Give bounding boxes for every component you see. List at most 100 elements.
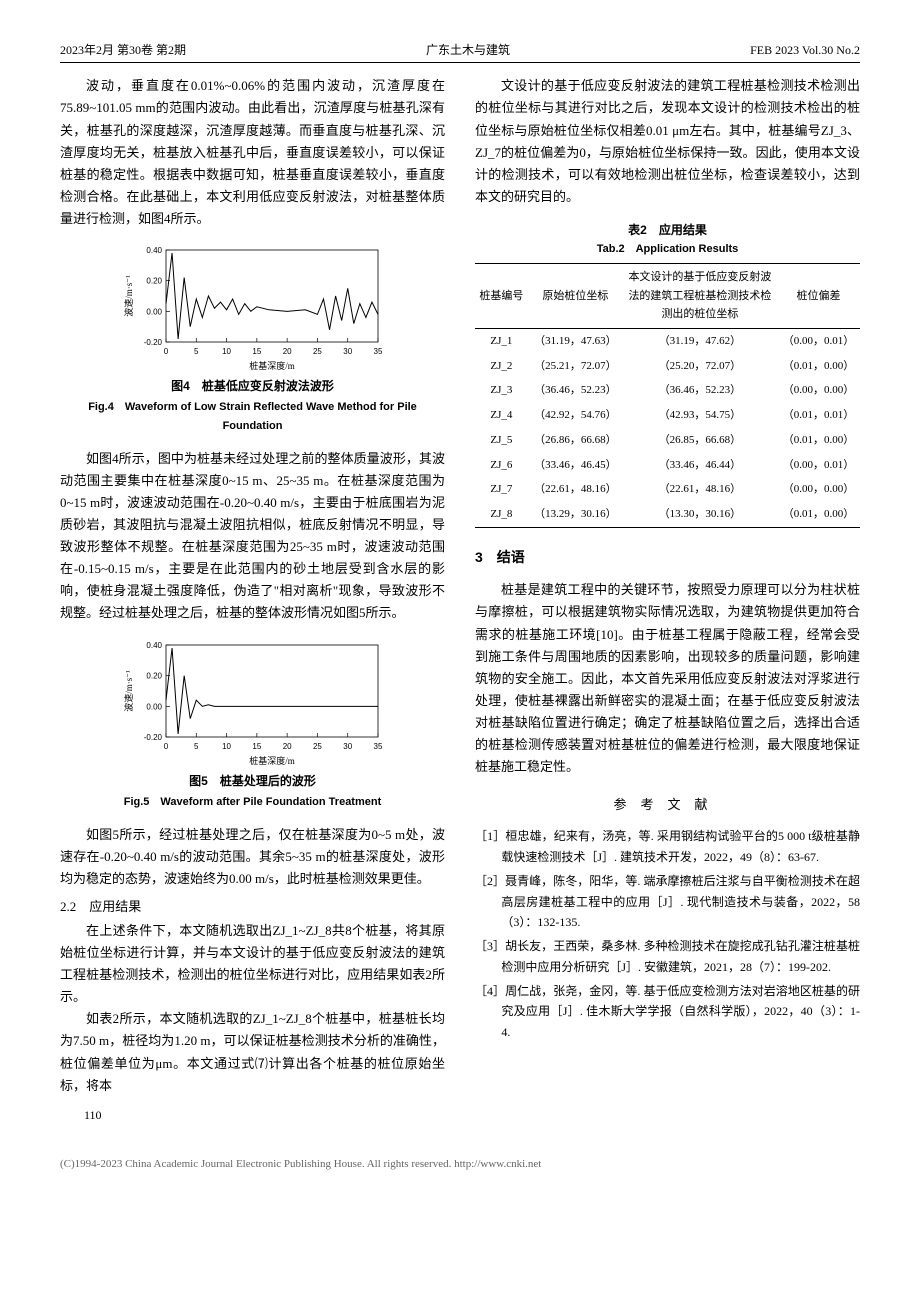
svg-text:35: 35 bbox=[373, 742, 382, 751]
svg-text:15: 15 bbox=[252, 347, 261, 356]
table-cell: （33.46，46.44） bbox=[623, 453, 777, 478]
table-cell: ZJ_3 bbox=[475, 378, 528, 403]
table-cell: （31.19，47.63） bbox=[528, 329, 623, 354]
svg-text:30: 30 bbox=[343, 742, 352, 751]
table-row: ZJ_4（42.92，54.76）（42.93，54.75）（0.01，0.01… bbox=[475, 403, 860, 428]
svg-text:20: 20 bbox=[282, 742, 291, 751]
table-row: ZJ_8（13.29，30.16）（13.30，30.16）（0.01，0.00… bbox=[475, 502, 860, 527]
table-cell: （22.61，48.16） bbox=[623, 477, 777, 502]
figure-5: -0.20 0.00 0.20 0.40 0 5 10 15 20 25 30 35 桩基深度/m 波速/… bbox=[60, 637, 445, 812]
section-3-para: 桩基是建筑工程中的关键环节，按照受力原理可以分为柱状桩与摩擦桩，可以根据建筑物实… bbox=[475, 579, 860, 778]
svg-text:-0.20: -0.20 bbox=[143, 338, 162, 347]
figure-5-chart: -0.20 0.00 0.20 0.40 0 5 10 15 20 25 30 35 桩基深度/m 波速/… bbox=[118, 637, 388, 767]
table-cell: （33.46，46.45） bbox=[528, 453, 623, 478]
svg-text:0: 0 bbox=[163, 742, 168, 751]
table-2-wrapper: 表2 应用结果 Tab.2 Application Results 桩基编号原始… bbox=[475, 220, 860, 528]
svg-text:15: 15 bbox=[252, 742, 261, 751]
svg-text:0.40: 0.40 bbox=[146, 246, 162, 255]
reference-item: ［3］胡长友，王西荣，桑多林. 多种检测技术在旋挖成孔钻孔灌注桩基桩检测中应用分… bbox=[475, 936, 860, 977]
table-cell: ZJ_2 bbox=[475, 354, 528, 379]
table-cell: ZJ_1 bbox=[475, 329, 528, 354]
svg-text:5: 5 bbox=[194, 347, 199, 356]
table-header: 本文设计的基于低应变反射波法的建筑工程桩基检测技术检测出的桩位坐标 bbox=[623, 264, 777, 329]
table-cell: （0.00，0.00） bbox=[777, 477, 860, 502]
page-header: 2023年2月 第30卷 第2期 广东土木与建筑 FEB 2023 Vol.30… bbox=[60, 40, 860, 63]
table-cell: （25.21，72.07） bbox=[528, 354, 623, 379]
left-para-1: 波动，垂直度在0.01%~0.06%的范围内波动，沉渣厚度在75.89~101.… bbox=[60, 75, 445, 230]
svg-text:10: 10 bbox=[222, 742, 231, 751]
subsection-2-2: 2.2 应用结果 bbox=[60, 896, 445, 918]
svg-text:波速/m·s⁻¹: 波速/m·s⁻¹ bbox=[123, 670, 134, 712]
references-heading: 参考文献 bbox=[475, 794, 860, 816]
svg-text:0.00: 0.00 bbox=[146, 702, 162, 711]
fig4-caption-en: Fig.4 Waveform of Low Strain Reflected W… bbox=[60, 398, 445, 435]
right-para-1: 文设计的基于低应变反射波法的建筑工程桩基检测技术检测出的桩位坐标与其进行对比之后… bbox=[475, 75, 860, 208]
left-column: 波动，垂直度在0.01%~0.06%的范围内波动，沉渣厚度在75.89~101.… bbox=[60, 75, 445, 1125]
table-cell: （0.01，0.00） bbox=[777, 428, 860, 453]
svg-text:0.20: 0.20 bbox=[146, 671, 162, 680]
svg-text:桩基深度/m: 桩基深度/m bbox=[249, 360, 295, 371]
table-cell: ZJ_6 bbox=[475, 453, 528, 478]
svg-text:波速/m·s⁻¹: 波速/m·s⁻¹ bbox=[123, 275, 134, 317]
svg-text:0.40: 0.40 bbox=[146, 641, 162, 650]
table-cell: （36.46，52.23） bbox=[623, 378, 777, 403]
table-cell: （42.92，54.76） bbox=[528, 403, 623, 428]
reference-item: ［4］周仁战，张尧，金冈，等. 基于低应变检测方法对岩溶地区桩基的研究及应用［J… bbox=[475, 981, 860, 1042]
table-cell: （0.01，0.01） bbox=[777, 403, 860, 428]
svg-text:-0.20: -0.20 bbox=[143, 733, 162, 742]
table-row: ZJ_3（36.46，52.23）（36.46，52.23）（0.00，0.00… bbox=[475, 378, 860, 403]
table-row: ZJ_1（31.19，47.63）（31.19，47.62）（0.00，0.01… bbox=[475, 329, 860, 354]
fig5-caption-en: Fig.5 Waveform after Pile Foundation Tre… bbox=[60, 793, 445, 812]
table-cell: （22.61，48.16） bbox=[528, 477, 623, 502]
references-list: ［1］桓忠雄，纪来有，汤亮，等. 采用钢结构试验平台的5 000 t级桩基静载快… bbox=[475, 826, 860, 1042]
page-number: 110 bbox=[60, 1105, 445, 1125]
table2-title-en: Tab.2 Application Results bbox=[475, 240, 860, 259]
left-para-2: 如图4所示，图中为桩基未经过处理之前的整体质量波形，其波动范围主要集中在桩基深度… bbox=[60, 448, 445, 625]
svg-text:0.00: 0.00 bbox=[146, 307, 162, 316]
table2-title-cn: 表2 应用结果 bbox=[475, 220, 860, 240]
svg-text:10: 10 bbox=[222, 347, 231, 356]
fig4-caption-cn: 图4 桩基低应变反射波法波形 bbox=[60, 376, 445, 396]
table-cell: ZJ_7 bbox=[475, 477, 528, 502]
left-para-3: 如图5所示，经过桩基处理之后，仅在桩基深度为0~5 m处，波速存在-0.20~0… bbox=[60, 824, 445, 890]
figure-4-chart: -0.20 0.00 0.20 0.40 0 5 10 15 20 25 30 35 桩基深度/m 波速/… bbox=[118, 242, 388, 372]
svg-text:0: 0 bbox=[163, 347, 168, 356]
svg-text:35: 35 bbox=[373, 347, 382, 356]
svg-text:5: 5 bbox=[194, 742, 199, 751]
page-footer: (C)1994-2023 China Academic Journal Elec… bbox=[60, 1155, 860, 1174]
figure-4: -0.20 0.00 0.20 0.40 0 5 10 15 20 25 30 35 桩基深度/m 波速/… bbox=[60, 242, 445, 436]
reference-item: ［2］聂青峰，陈冬，阳华，等. 端承摩擦桩后注浆与自平衡检测技术在超高层房建桩基… bbox=[475, 871, 860, 932]
svg-text:25: 25 bbox=[312, 742, 321, 751]
table-row: ZJ_6（33.46，46.45）（33.46，46.44）（0.00，0.01… bbox=[475, 453, 860, 478]
table-row: ZJ_5（26.86，66.68）（26.85，66.68）（0.01，0.00… bbox=[475, 428, 860, 453]
table-header: 桩位偏差 bbox=[777, 264, 860, 329]
table-cell: （13.30，30.16） bbox=[623, 502, 777, 527]
right-column: 文设计的基于低应变反射波法的建筑工程桩基检测技术检测出的桩位坐标与其进行对比之后… bbox=[475, 75, 860, 1125]
table-cell: ZJ_4 bbox=[475, 403, 528, 428]
table-cell: （0.01，0.00） bbox=[777, 354, 860, 379]
table-header: 桩基编号 bbox=[475, 264, 528, 329]
section-3-heading: 3 结语 bbox=[475, 546, 860, 570]
table-cell: （0.00，0.01） bbox=[777, 453, 860, 478]
fig5-caption-cn: 图5 桩基处理后的波形 bbox=[60, 771, 445, 791]
svg-text:桩基深度/m: 桩基深度/m bbox=[249, 755, 295, 766]
header-center: 广东土木与建筑 bbox=[426, 40, 510, 60]
table-row: ZJ_7（22.61，48.16）（22.61，48.16）（0.00，0.00… bbox=[475, 477, 860, 502]
table-cell: （26.86，66.68） bbox=[528, 428, 623, 453]
reference-item: ［1］桓忠雄，纪来有，汤亮，等. 采用钢结构试验平台的5 000 t级桩基静载快… bbox=[475, 826, 860, 867]
table-cell: （42.93，54.75） bbox=[623, 403, 777, 428]
table-cell: （0.01，0.00） bbox=[777, 502, 860, 527]
table-header: 原始桩位坐标 bbox=[528, 264, 623, 329]
svg-text:20: 20 bbox=[282, 347, 291, 356]
svg-text:25: 25 bbox=[312, 347, 321, 356]
table-cell: （31.19，47.62） bbox=[623, 329, 777, 354]
table-row: ZJ_2（25.21，72.07）（25.20，72.07）（0.01，0.00… bbox=[475, 354, 860, 379]
table-2: 桩基编号原始桩位坐标本文设计的基于低应变反射波法的建筑工程桩基检测技术检测出的桩… bbox=[475, 263, 860, 528]
table-cell: （0.00，0.00） bbox=[777, 378, 860, 403]
svg-text:0.20: 0.20 bbox=[146, 277, 162, 286]
table-cell: （36.46，52.23） bbox=[528, 378, 623, 403]
table-cell: ZJ_8 bbox=[475, 502, 528, 527]
svg-text:30: 30 bbox=[343, 347, 352, 356]
two-column-layout: 波动，垂直度在0.01%~0.06%的范围内波动，沉渣厚度在75.89~101.… bbox=[60, 75, 860, 1125]
table-cell: （25.20，72.07） bbox=[623, 354, 777, 379]
